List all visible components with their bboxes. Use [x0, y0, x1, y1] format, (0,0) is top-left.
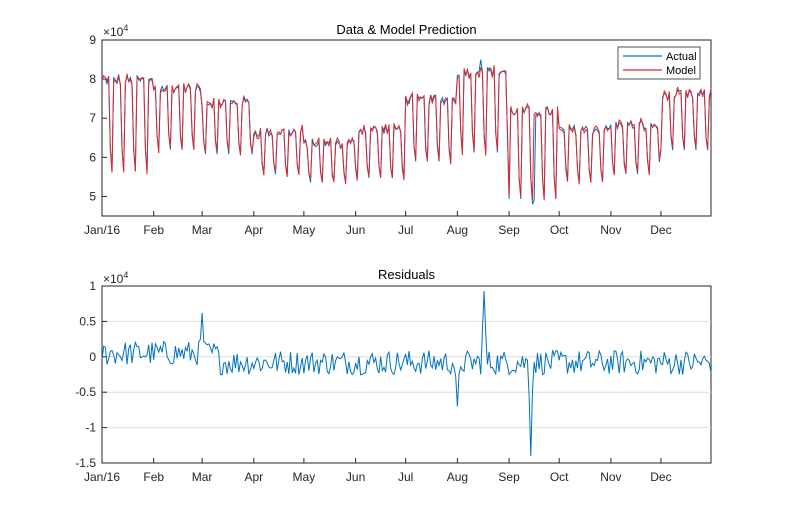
residuals-x-tick-label: Apr [244, 470, 263, 484]
top-x-ticks: Jan/16 Feb Mar Apr May Jun Jul Aug Sep Oct Nov Dec [84, 211, 672, 237]
top-y-tick-label: 7 [89, 111, 96, 125]
residuals-x-tick-label: Jun [346, 470, 365, 484]
residuals-x-ticks: Jan/16 Feb Mar Apr May Jun Jul Aug Sep Oct Nov Dec [84, 458, 672, 484]
residuals-series-line [101, 290, 712, 456]
residuals-x-tick-label: Dec [650, 470, 671, 484]
top-y-tick-label: 5 [89, 189, 96, 203]
residuals-x-tick-label: Aug [447, 470, 468, 484]
top-x-tick-label: Dec [650, 223, 671, 237]
residuals-x-tick-label: Sep [498, 470, 520, 484]
residuals-series [101, 290, 712, 456]
residuals-y-tick-label: -1 [85, 421, 96, 435]
top-exponent-base: ×10 [103, 25, 124, 39]
residuals-exponent-base: ×10 [103, 272, 124, 286]
legend-model-label: Model [666, 65, 696, 77]
legend: Actual Model [617, 46, 701, 80]
top-y-ticks: 5 6 7 8 9 [89, 33, 107, 203]
top-x-tick-label: Jul [398, 223, 413, 237]
residuals-exponent-label: ×104 [103, 270, 128, 286]
residuals-plot-area [101, 285, 712, 464]
top-exponent-power: 4 [123, 23, 128, 33]
top-y-tick-label: 8 [89, 72, 96, 86]
top-x-tick-label: Mar [192, 223, 213, 237]
top-series [101, 59, 712, 205]
residuals-x-tick-label: Feb [143, 470, 164, 484]
residuals-chart: Residuals ×104 1 0.5 0 -0.5 -1 -1.5 Jan/16 Feb… [75, 267, 712, 484]
top-x-tick-label: Aug [447, 223, 468, 237]
top-chart-title: Data & Model Prediction [336, 22, 476, 37]
top-x-tick-label: Jun [346, 223, 365, 237]
residuals-y-tick-label: -1.5 [75, 456, 96, 470]
top-x-tick-label: Sep [498, 223, 520, 237]
model-series-line [101, 65, 712, 201]
residuals-y-tick-label: 0 [89, 350, 96, 364]
residuals-exponent-power: 4 [123, 270, 128, 280]
top-x-tick-label: Nov [600, 223, 621, 237]
residuals-y-tick-label: 1 [89, 279, 96, 293]
top-x-tick-label: Apr [244, 223, 263, 237]
top-y-tick-label: 9 [89, 33, 96, 47]
residuals-x-tick-label: Oct [550, 470, 569, 484]
residuals-grid [102, 320, 711, 429]
residuals-x-tick-label: Jan/16 [84, 470, 120, 484]
residuals-y-tick-label: -0.5 [75, 385, 96, 399]
residuals-x-tick-label: Jul [398, 470, 413, 484]
top-chart: Data & Model Prediction ×104 5 6 7 8 9 Jan/1… [84, 22, 712, 237]
residuals-y-tick-label: 0.5 [79, 314, 96, 328]
residuals-x-tick-label: Nov [600, 470, 621, 484]
residuals-x-tick-label: May [293, 470, 316, 484]
residuals-chart-title: Residuals [378, 267, 436, 282]
top-x-tick-label: May [293, 223, 316, 237]
top-exponent-label: ×104 [103, 23, 128, 39]
legend-box [617, 46, 701, 80]
top-x-tick-label: Feb [143, 223, 164, 237]
legend-actual-label: Actual [666, 51, 697, 63]
top-x-tick-label: Oct [550, 223, 569, 237]
residuals-x-tick-label: Mar [192, 470, 213, 484]
top-y-tick-label: 6 [89, 150, 96, 164]
top-x-tick-label: Jan/16 [84, 223, 120, 237]
